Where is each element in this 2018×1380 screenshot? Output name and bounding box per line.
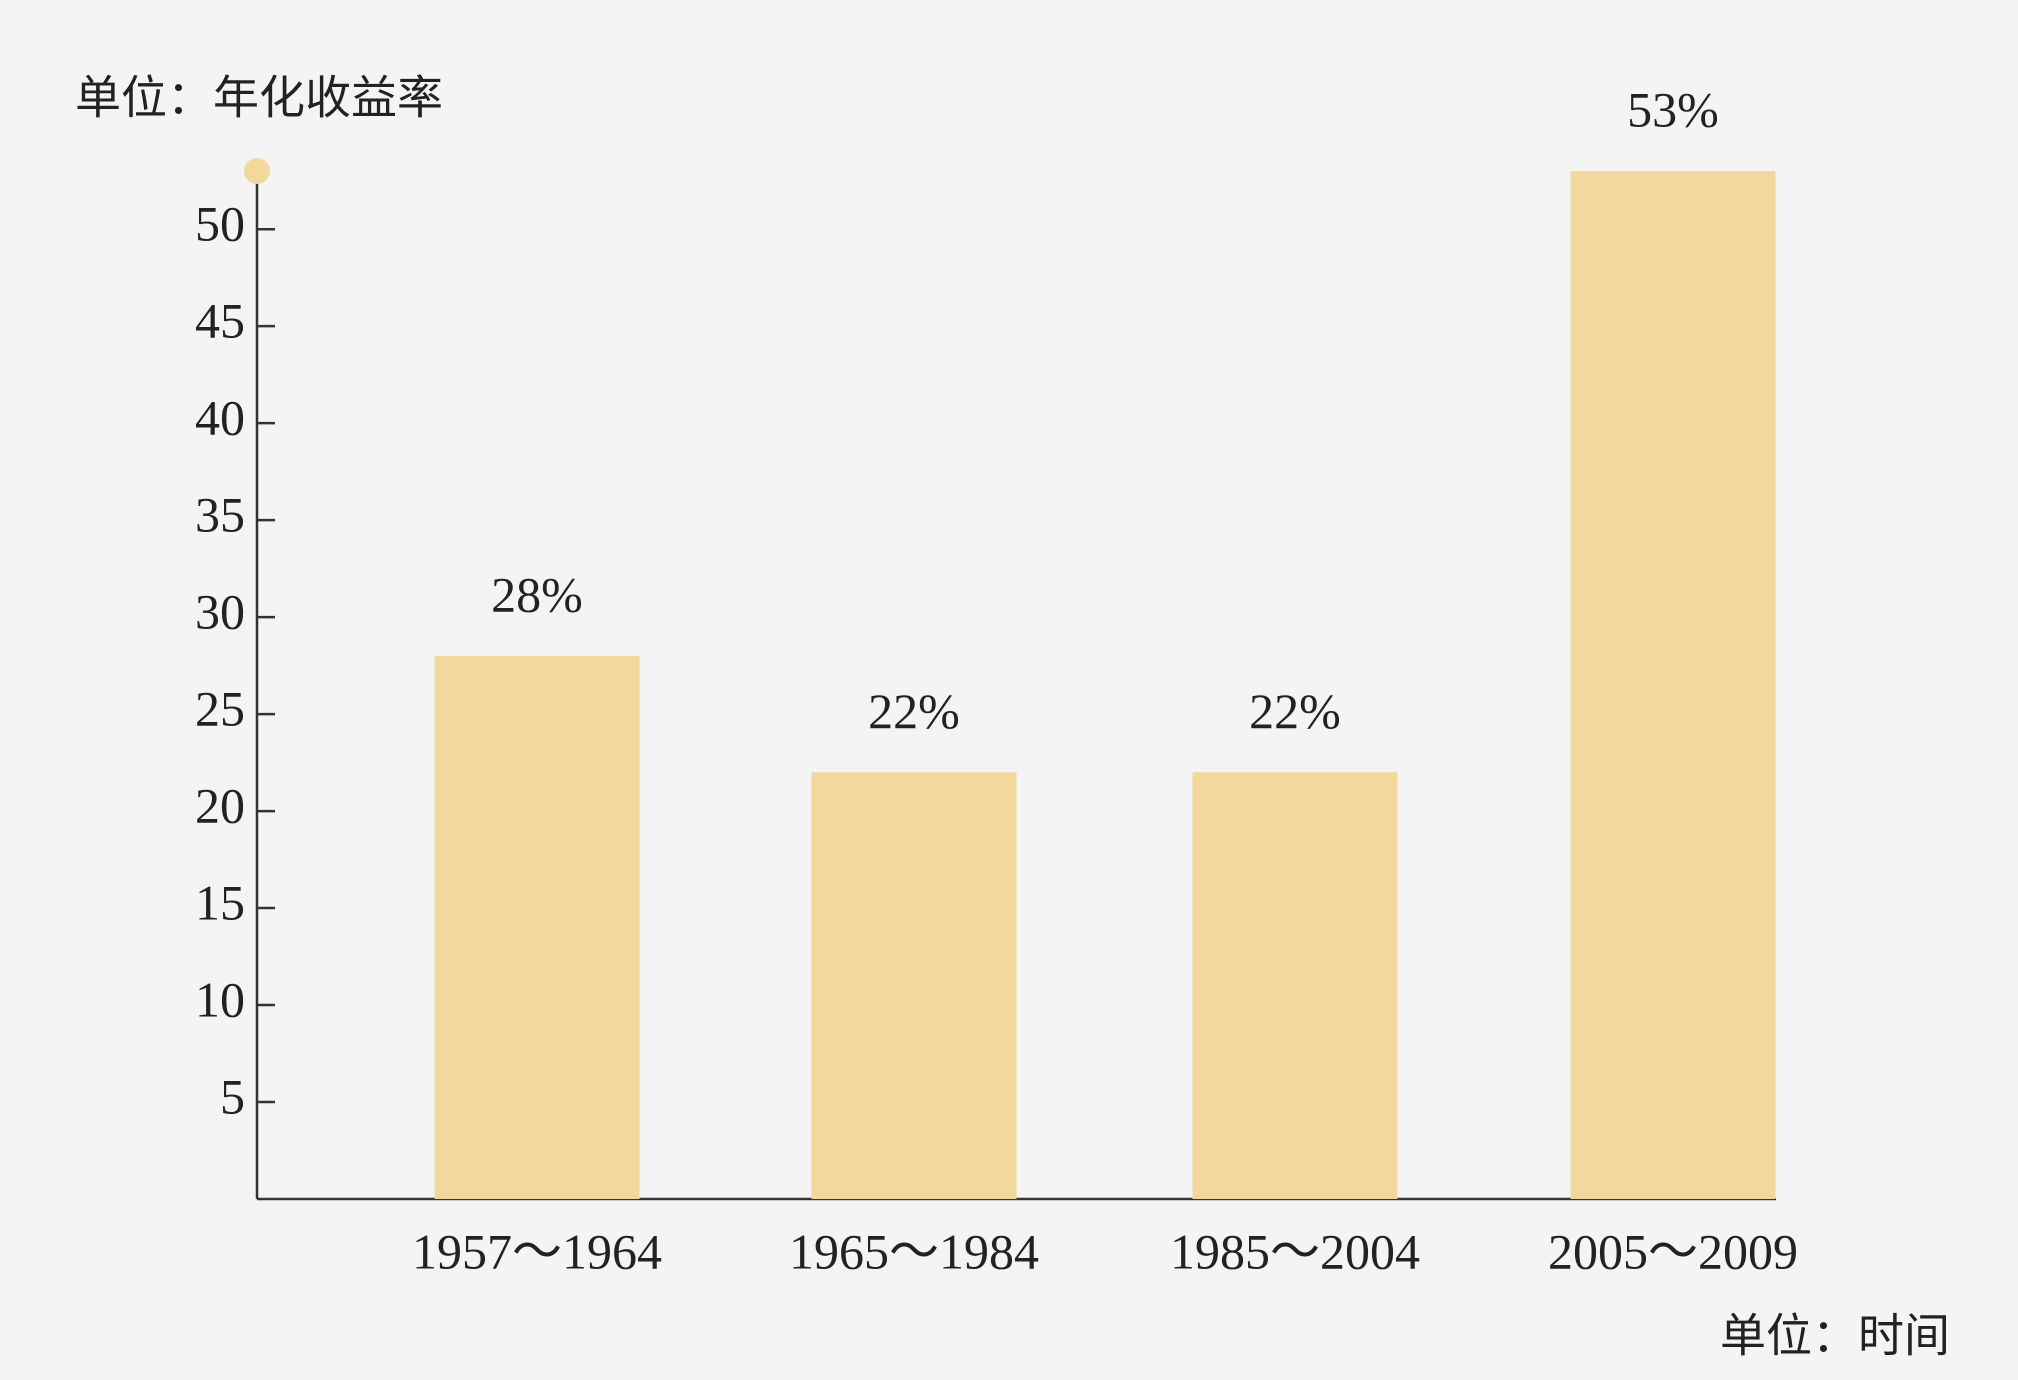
value-label: 22%	[1249, 683, 1341, 739]
y-tick-label: 25	[195, 681, 245, 737]
axis-dot	[244, 158, 270, 184]
value-label: 28%	[491, 566, 583, 622]
y-tick-label: 45	[195, 293, 245, 349]
bar	[1570, 171, 1776, 1199]
y-tick-label: 30	[195, 584, 245, 640]
y-tick-label: 40	[195, 390, 245, 446]
x-tick-label: 1957～1964	[412, 1223, 662, 1279]
y-tick-label: 5	[220, 1068, 245, 1124]
x-tick-label: 1965～1984	[789, 1223, 1039, 1279]
y-tick-label: 35	[195, 487, 245, 543]
bar	[434, 655, 640, 1199]
y-tick-label: 50	[195, 196, 245, 252]
x-tick-label: 1985～2004	[1170, 1223, 1420, 1279]
bar	[1192, 772, 1398, 1199]
y-axis-label: 单位：年化收益率	[75, 73, 443, 124]
y-tick-label: 20	[195, 778, 245, 834]
x-axis-label: 单位：时间	[1720, 1311, 1950, 1362]
y-tick-label: 15	[195, 875, 245, 931]
y-tick-label: 10	[195, 972, 245, 1028]
x-tick-label: 2005～2009	[1548, 1223, 1798, 1279]
value-label: 22%	[868, 683, 960, 739]
bar	[811, 772, 1017, 1199]
value-label: 53%	[1627, 81, 1719, 137]
